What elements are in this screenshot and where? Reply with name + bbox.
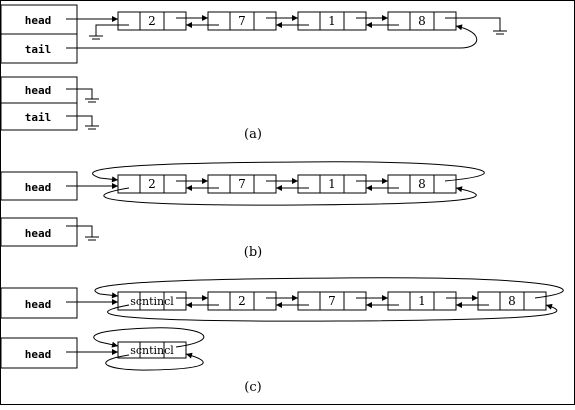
sentinel-node: scntincl xyxy=(117,341,187,359)
head-label: head xyxy=(25,298,52,311)
head-label: head xyxy=(25,348,52,361)
null-pointer xyxy=(95,24,129,36)
head-label: head xyxy=(25,84,52,97)
list-node: 8 xyxy=(387,174,457,194)
null-pointer xyxy=(66,88,93,99)
pointer-box xyxy=(0,287,78,319)
node-value: 2 xyxy=(148,14,156,28)
node-value: 1 xyxy=(418,294,426,308)
ground-symbol xyxy=(85,98,99,103)
list-node: 7 xyxy=(207,174,277,194)
node-value: 8 xyxy=(508,294,516,308)
panel-caption: (c) xyxy=(244,380,261,395)
head-label: head xyxy=(25,14,52,27)
wrap-next-arrow xyxy=(94,277,564,299)
node-value: 1 xyxy=(328,177,336,191)
node-value: 7 xyxy=(238,14,246,28)
tail-pointer-arrow xyxy=(66,24,478,49)
empty-pointer-box xyxy=(0,217,78,247)
list-node: 1 xyxy=(297,11,367,31)
wrap-prev-arrow xyxy=(107,303,558,322)
list-node: 1 xyxy=(297,174,367,194)
list-node: 7 xyxy=(297,291,367,311)
panel-c: head scntincl 2 7 1 8 xyxy=(0,277,564,395)
null-pointer xyxy=(66,225,93,237)
head-label: head xyxy=(25,181,52,194)
node-value: 8 xyxy=(418,177,426,191)
node-value: 1 xyxy=(328,14,336,28)
panel-a: head tail 2 7 1 8 xyxy=(0,4,507,142)
self-next-arrow xyxy=(93,327,205,348)
list-node: 1 xyxy=(387,291,457,311)
ground-symbol xyxy=(85,125,99,130)
panel-caption: (a) xyxy=(244,127,262,142)
node-value: scntincl xyxy=(130,344,174,357)
null-pointer xyxy=(445,17,501,31)
panel-caption: (b) xyxy=(244,245,262,260)
node-value: 2 xyxy=(238,294,246,308)
wrap-prev-arrow xyxy=(103,186,477,206)
list-node: 2 xyxy=(207,291,277,311)
list-node: 8 xyxy=(387,11,457,31)
ground-symbol xyxy=(89,35,103,40)
node-value: 2 xyxy=(148,177,156,191)
self-prev-arrow xyxy=(105,352,204,371)
list-node: 2 xyxy=(117,174,187,194)
list-node: 8 xyxy=(477,291,547,311)
wrap-next-arrow xyxy=(92,161,485,183)
sentinel-node: scntincl xyxy=(117,291,187,311)
list-node: 7 xyxy=(207,11,277,31)
node-value: 8 xyxy=(418,14,426,28)
null-pointer xyxy=(66,115,93,126)
list-node: 2 xyxy=(117,11,187,31)
panel-b: head 2 7 1 8 xyxy=(0,161,485,260)
node-value: 7 xyxy=(328,294,336,308)
node-value: scntincl xyxy=(130,295,174,308)
head-label: head xyxy=(25,227,52,240)
tail-label: tail xyxy=(25,43,52,56)
node-value: 7 xyxy=(238,177,246,191)
ground-symbol xyxy=(85,236,99,241)
empty-pointer-box xyxy=(0,337,78,369)
tail-label: tail xyxy=(25,111,52,124)
ground-symbol xyxy=(493,30,507,35)
